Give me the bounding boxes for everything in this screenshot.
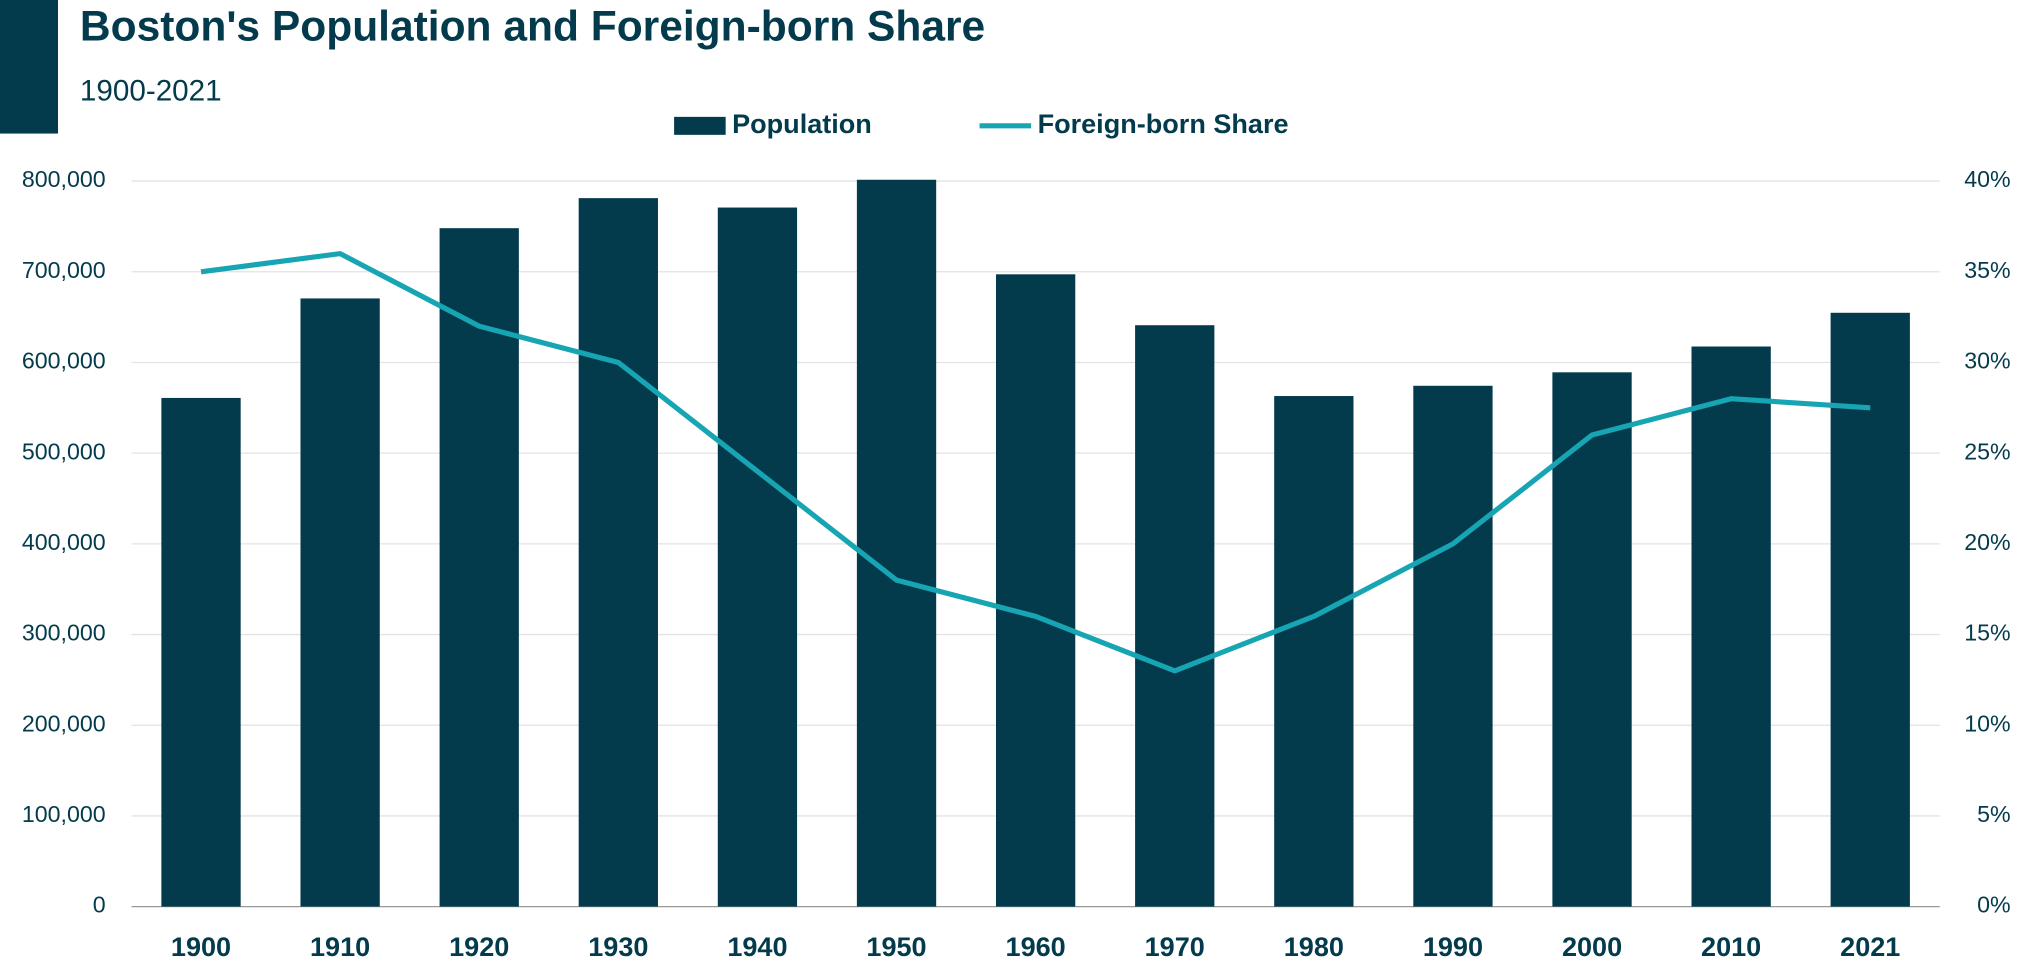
x-tick-label: 1980 [1284,932,1344,962]
y2-tick-label: 25% [1964,438,2010,464]
bar [717,207,798,907]
y-tick-label: 0 [93,892,106,918]
y-tick-label: 200,000 [22,710,106,736]
y2-tick-label: 5% [1977,801,2011,827]
x-tick-label: 1920 [449,932,509,962]
bar [439,228,519,907]
legend-label: Population [732,109,872,139]
x-tick-label: 1960 [1006,932,1066,962]
bar [1135,325,1215,907]
y2-tick-label: 35% [1964,257,2010,283]
legend-swatch [674,116,726,135]
y-tick-label: 500,000 [22,438,106,464]
bar [161,397,241,907]
bar [578,198,658,907]
y2-tick-label: 30% [1964,348,2010,374]
y2-tick-label: 20% [1964,529,2010,555]
x-tick-label: 1990 [1423,932,1483,962]
x-tick-label: 1940 [727,932,787,962]
legend-label: Foreign-born Share [1038,109,1289,139]
y2-tick-label: 10% [1964,710,2010,736]
y-tick-label: 800,000 [22,166,106,192]
bar [300,298,380,907]
bar [1830,312,1910,907]
x-tick-label: 1950 [866,932,926,962]
bar [856,179,937,907]
x-tick-label: 1900 [171,932,231,962]
bar [1691,346,1771,907]
y2-tick-label: 15% [1964,620,2010,646]
bar [1274,396,1354,907]
y2-tick-label: 40% [1964,166,2010,192]
y2-tick-label: 0% [1977,892,2011,918]
y-tick-label: 600,000 [22,348,106,374]
y-tick-label: 300,000 [22,620,106,646]
title-accent [0,0,59,134]
chart-subtitle: 1900-2021 [80,74,222,107]
y-tick-label: 100,000 [22,801,106,827]
x-tick-label: 1930 [588,932,648,962]
y-tick-label: 400,000 [22,529,106,555]
line [200,251,1871,674]
x-tick-label: 1970 [1145,932,1205,962]
bar [1552,372,1632,907]
bar [1413,385,1493,907]
y-tick-label: 700,000 [22,257,106,283]
x-tick-label: 2010 [1701,932,1761,962]
x-tick-label: 2021 [1840,932,1900,962]
bar [995,274,1076,907]
x-tick-label: 1910 [310,932,370,962]
x-tick-label: 2000 [1562,932,1622,962]
chart-title: Boston's Population and Foreign-born Sha… [80,3,985,50]
